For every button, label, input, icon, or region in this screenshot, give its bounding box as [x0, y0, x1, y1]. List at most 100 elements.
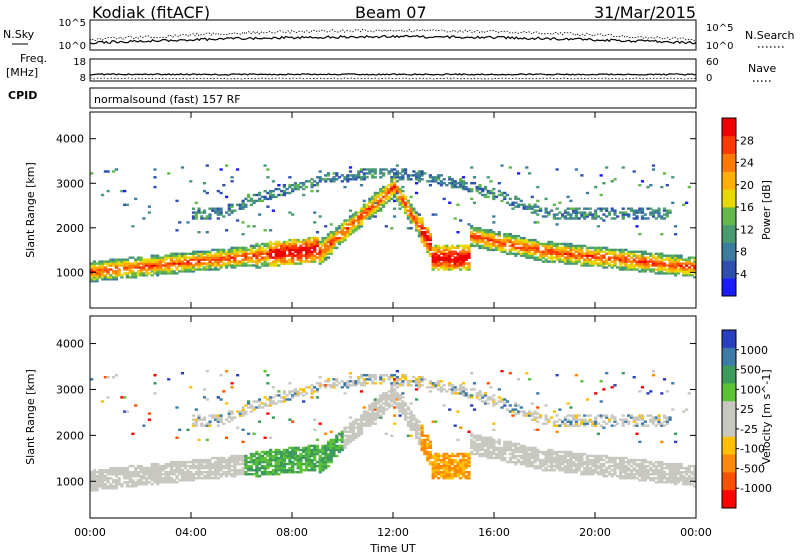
- velocity-cell: [428, 382, 432, 385]
- power-cell: [252, 260, 256, 263]
- power-cell: [128, 270, 132, 273]
- power-cell: [252, 193, 256, 197]
- velocity-cell: [536, 452, 540, 456]
- power-cell: [211, 262, 215, 265]
- power-cell: [211, 248, 215, 252]
- power-cell: [492, 242, 496, 246]
- power-cell: [660, 252, 664, 255]
- velocity-cell: [428, 442, 432, 446]
- power-cell: [627, 260, 631, 263]
- power-cell: [288, 244, 292, 248]
- power-cell: [572, 254, 576, 257]
- power-cell: [277, 184, 281, 187]
- power-cell: [307, 252, 311, 255]
- velocity-cell: [371, 418, 375, 421]
- velocity-cell: [131, 475, 135, 478]
- velocity-cell: [307, 386, 311, 389]
- power-cell: [318, 254, 322, 257]
- power-cell: [326, 250, 331, 253]
- power-cell: [368, 205, 372, 208]
- power-cell: [401, 193, 405, 197]
- velocity-cell: [409, 418, 413, 421]
- velocity-cell: [448, 466, 452, 470]
- power-cell: [131, 262, 135, 265]
- velocity-cell: [351, 434, 355, 437]
- power-cell: [131, 274, 135, 277]
- velocity-cell: [247, 469, 251, 472]
- power-cell: [599, 207, 603, 210]
- velocity-cell: [241, 456, 245, 460]
- power-cell: [566, 211, 570, 214]
- power-cell: [230, 180, 234, 183]
- power-cell: [216, 264, 220, 267]
- velocity-cell: [101, 485, 105, 488]
- power-cell: [544, 248, 548, 252]
- power-cell: [456, 246, 460, 250]
- power-cell: [461, 252, 466, 255]
- power-cell: [180, 252, 185, 255]
- velocity-cell: [431, 466, 435, 470]
- power-cell: [550, 260, 554, 263]
- power-cell: [415, 223, 419, 226]
- power-cell: [572, 207, 576, 210]
- power-cell: [282, 184, 286, 187]
- power-cell: [247, 248, 251, 252]
- power-cell: [277, 240, 281, 244]
- power-cell: [489, 231, 493, 234]
- velocity-cell: [417, 424, 421, 427]
- power-cell: [503, 250, 507, 253]
- power-cell: [685, 264, 689, 267]
- power-x-ticks: [89, 112, 697, 308]
- velocity-cell: [200, 462, 204, 466]
- power-cell: [500, 240, 504, 244]
- power-cell: [103, 274, 107, 277]
- velocity-cell: [371, 408, 375, 411]
- power-cell: [169, 262, 174, 265]
- velocity-cell: [252, 460, 256, 464]
- velocity-cell: [280, 471, 284, 474]
- power-cell: [285, 191, 289, 195]
- power-cell: [638, 266, 642, 269]
- velocity-cell: [156, 469, 160, 472]
- power-cell: [574, 213, 578, 216]
- velocity-cell: [222, 456, 226, 460]
- velocity-cell: [368, 408, 372, 411]
- velocity-cell: [103, 479, 107, 482]
- power-cell: [164, 262, 168, 265]
- power-cell: [544, 215, 548, 218]
- power-cell: [607, 248, 612, 252]
- velocity-cell: [464, 458, 468, 462]
- power-cell: [214, 262, 218, 265]
- velocity-cell: [183, 473, 187, 476]
- power-cell: [621, 211, 625, 214]
- power-cell: [511, 201, 515, 204]
- power-cell: [230, 203, 234, 206]
- power-cell: [274, 246, 278, 250]
- velocity-cell: [120, 469, 124, 472]
- velocity-cell: [371, 382, 375, 385]
- velocity-cell: [139, 479, 143, 482]
- velocity-cell: [313, 428, 317, 431]
- power-cell: [508, 248, 512, 252]
- power-cell: [591, 217, 595, 220]
- power-cell: [621, 248, 625, 252]
- power-cell: [189, 266, 193, 269]
- power-cell: [326, 252, 331, 255]
- power-cell: [371, 197, 375, 201]
- velocity-cell: [561, 420, 565, 423]
- velocity-cell: [271, 400, 275, 403]
- velocity-cell: [368, 418, 372, 421]
- power-cell: [679, 254, 683, 257]
- power-cell: [214, 211, 218, 214]
- power-cell: [409, 203, 413, 206]
- velocity-cell: [525, 448, 529, 452]
- power-cell: [241, 248, 245, 252]
- power-cell: [445, 252, 449, 255]
- power-cell: [539, 209, 543, 212]
- velocity-cell: [178, 479, 182, 482]
- velocity-cell: [332, 440, 336, 444]
- velocity-cell: [519, 462, 523, 466]
- velocity-cell: [580, 454, 584, 458]
- velocity-cell: [313, 444, 317, 448]
